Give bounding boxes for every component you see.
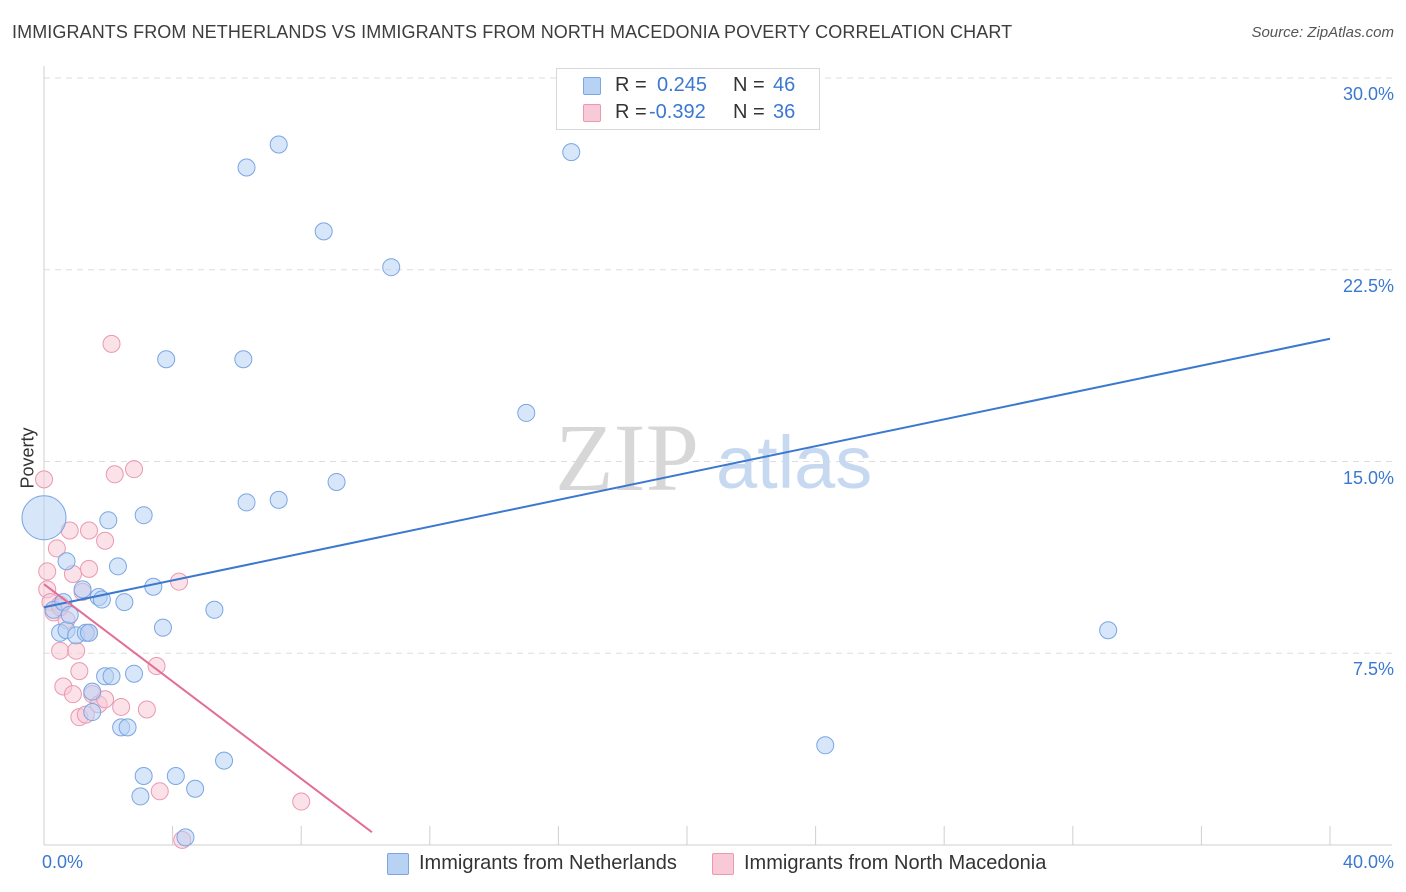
data-point (112, 697, 131, 716)
data-point (147, 657, 166, 676)
data-point (137, 700, 156, 719)
data-point (115, 593, 134, 612)
watermark: ZIP atlas (555, 404, 872, 511)
y-axis-label: Poverty (17, 427, 38, 489)
data-point (57, 552, 76, 571)
data-point (816, 736, 835, 755)
n-value-netherlands: 46 (773, 74, 796, 96)
data-point (237, 493, 256, 512)
data-point (108, 557, 127, 576)
data-point (215, 751, 234, 770)
data-point (83, 703, 102, 722)
data-point (166, 766, 185, 785)
data-point (314, 222, 333, 241)
r-label: R = (615, 101, 647, 123)
source-label: Source: ZipAtlas.com (1251, 24, 1394, 41)
data-point (150, 782, 169, 801)
data-point (47, 539, 66, 558)
data-point (234, 350, 253, 369)
n-label: N = (733, 101, 765, 123)
data-point (51, 641, 70, 660)
watermark-zip: ZIP (555, 404, 699, 511)
r-value-north-macedonia: -0.392 (649, 101, 706, 123)
points-netherlands (21, 135, 1118, 847)
data-point (102, 667, 121, 686)
data-point (205, 600, 224, 619)
r-label: R = (615, 74, 647, 96)
data-point (83, 682, 102, 701)
n-value-north-macedonia: 36 (773, 101, 796, 123)
data-point (1099, 621, 1118, 640)
data-point (237, 158, 256, 177)
data-point (21, 495, 67, 541)
legend-label-north-macedonia: Immigrants from North Macedonia (744, 852, 1047, 874)
data-point (125, 460, 144, 479)
data-point (80, 521, 99, 540)
data-point (186, 779, 205, 798)
y-tick-label: 22.5% (1342, 275, 1394, 296)
data-point (105, 465, 124, 484)
trendline-north-macedonia (43, 583, 373, 834)
r-value-netherlands: 0.245 (657, 74, 708, 96)
correlation-legend: R = 0.245 N = 46 R = -0.392 N = 36 (556, 68, 820, 130)
data-point (170, 572, 189, 591)
data-point (60, 605, 79, 624)
data-point (70, 662, 89, 681)
n-label: N = (733, 74, 765, 96)
data-point (38, 562, 57, 581)
x-tick-label-min: 0.0% (42, 852, 84, 872)
data-point (80, 559, 99, 578)
data-point (73, 580, 92, 599)
data-point (99, 511, 118, 530)
y-tick-label: 15.0% (1342, 467, 1394, 488)
y-tick-label: 30.0% (1342, 84, 1394, 104)
data-point (125, 664, 144, 683)
x-tick-label-max: 40.0% (1342, 852, 1394, 872)
data-point (35, 470, 53, 489)
data-point (144, 577, 163, 596)
chart-title: IMMIGRANTS FROM NETHERLANDS VS IMMIGRANT… (12, 22, 1013, 42)
legend-row-north-macedonia: R = -0.392 N = 36 (557, 101, 819, 127)
data-point (63, 685, 82, 704)
data-point (292, 792, 311, 811)
data-point (157, 350, 176, 369)
data-point (134, 506, 153, 525)
data-point (118, 718, 137, 737)
legend-swatch-blue (583, 77, 601, 95)
data-point (67, 641, 86, 660)
data-point (131, 787, 150, 806)
data-point (562, 143, 581, 162)
data-point (96, 531, 115, 550)
y-tick-label: 7.5% (1352, 659, 1394, 680)
data-point (517, 403, 536, 422)
legend-row-netherlands: R = 0.245 N = 46 (557, 74, 819, 100)
legend-swatch-blue (387, 853, 409, 875)
data-point (327, 472, 346, 491)
data-point (134, 766, 153, 785)
trendline-netherlands (43, 337, 1331, 609)
data-point (382, 258, 401, 277)
legend-swatch-pink (712, 853, 734, 875)
data-point (102, 334, 121, 353)
data-point (80, 623, 99, 642)
data-point (269, 490, 288, 509)
data-point (153, 618, 172, 637)
data-point (176, 828, 195, 847)
data-point (269, 135, 288, 154)
legend-swatch-pink (583, 104, 601, 122)
legend-label-netherlands: Immigrants from Netherlands (419, 852, 677, 874)
axes (43, 66, 1392, 846)
trendlines (43, 337, 1331, 834)
